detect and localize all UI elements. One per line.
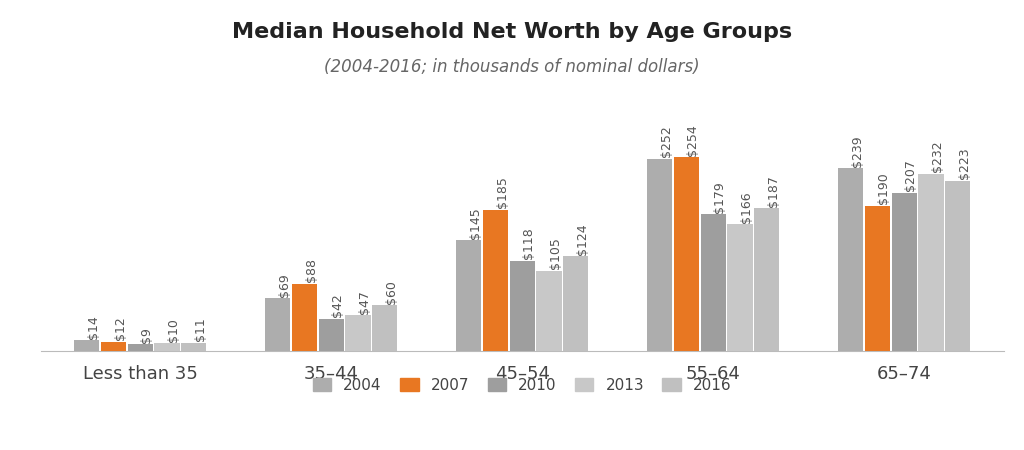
- Bar: [945, 181, 971, 351]
- Text: $145: $145: [469, 207, 481, 239]
- Bar: [74, 340, 99, 351]
- Bar: [292, 284, 317, 351]
- Bar: [563, 256, 589, 351]
- Text: $239: $239: [851, 135, 863, 167]
- Text: $252: $252: [659, 125, 673, 157]
- Text: $124: $124: [575, 223, 589, 255]
- Bar: [100, 342, 126, 351]
- Text: $60: $60: [385, 280, 397, 304]
- Text: $10: $10: [167, 318, 180, 342]
- Legend: 2004, 2007, 2010, 2013, 2016: 2004, 2007, 2010, 2013, 2016: [307, 372, 737, 399]
- Bar: [838, 168, 863, 351]
- Text: $69: $69: [278, 273, 291, 297]
- Bar: [128, 344, 153, 351]
- Bar: [155, 343, 179, 351]
- Text: $9: $9: [140, 327, 154, 342]
- Text: $11: $11: [194, 317, 207, 341]
- Text: $47: $47: [358, 290, 371, 314]
- Text: $88: $88: [304, 258, 317, 282]
- Text: $254: $254: [686, 124, 699, 156]
- Text: $42: $42: [331, 294, 344, 317]
- Text: $118: $118: [522, 228, 536, 259]
- Bar: [754, 208, 779, 351]
- Text: $207: $207: [904, 160, 918, 191]
- Bar: [345, 315, 371, 351]
- Bar: [482, 210, 508, 351]
- Bar: [700, 214, 726, 351]
- Text: $166: $166: [740, 191, 753, 223]
- Text: $179: $179: [714, 181, 726, 213]
- Text: Median Household Net Worth by Age Groups: Median Household Net Worth by Age Groups: [232, 22, 792, 42]
- Bar: [265, 298, 291, 351]
- Bar: [537, 271, 562, 351]
- Text: $232: $232: [931, 141, 944, 172]
- Bar: [372, 305, 397, 351]
- Text: $185: $185: [496, 176, 509, 208]
- Bar: [456, 240, 481, 351]
- Bar: [865, 206, 890, 351]
- Bar: [892, 193, 916, 351]
- Bar: [674, 157, 699, 351]
- Text: $12: $12: [114, 316, 127, 340]
- Bar: [181, 342, 207, 351]
- Text: (2004-2016; in thousands of nominal dollars): (2004-2016; in thousands of nominal doll…: [325, 58, 699, 76]
- Bar: [919, 174, 944, 351]
- Text: $187: $187: [767, 175, 779, 207]
- Text: $190: $190: [878, 173, 891, 204]
- Bar: [647, 158, 673, 351]
- Bar: [510, 261, 535, 351]
- Text: $14: $14: [87, 315, 99, 339]
- Bar: [318, 319, 344, 351]
- Bar: [727, 224, 753, 351]
- Text: $223: $223: [957, 148, 971, 179]
- Text: $105: $105: [549, 238, 562, 269]
